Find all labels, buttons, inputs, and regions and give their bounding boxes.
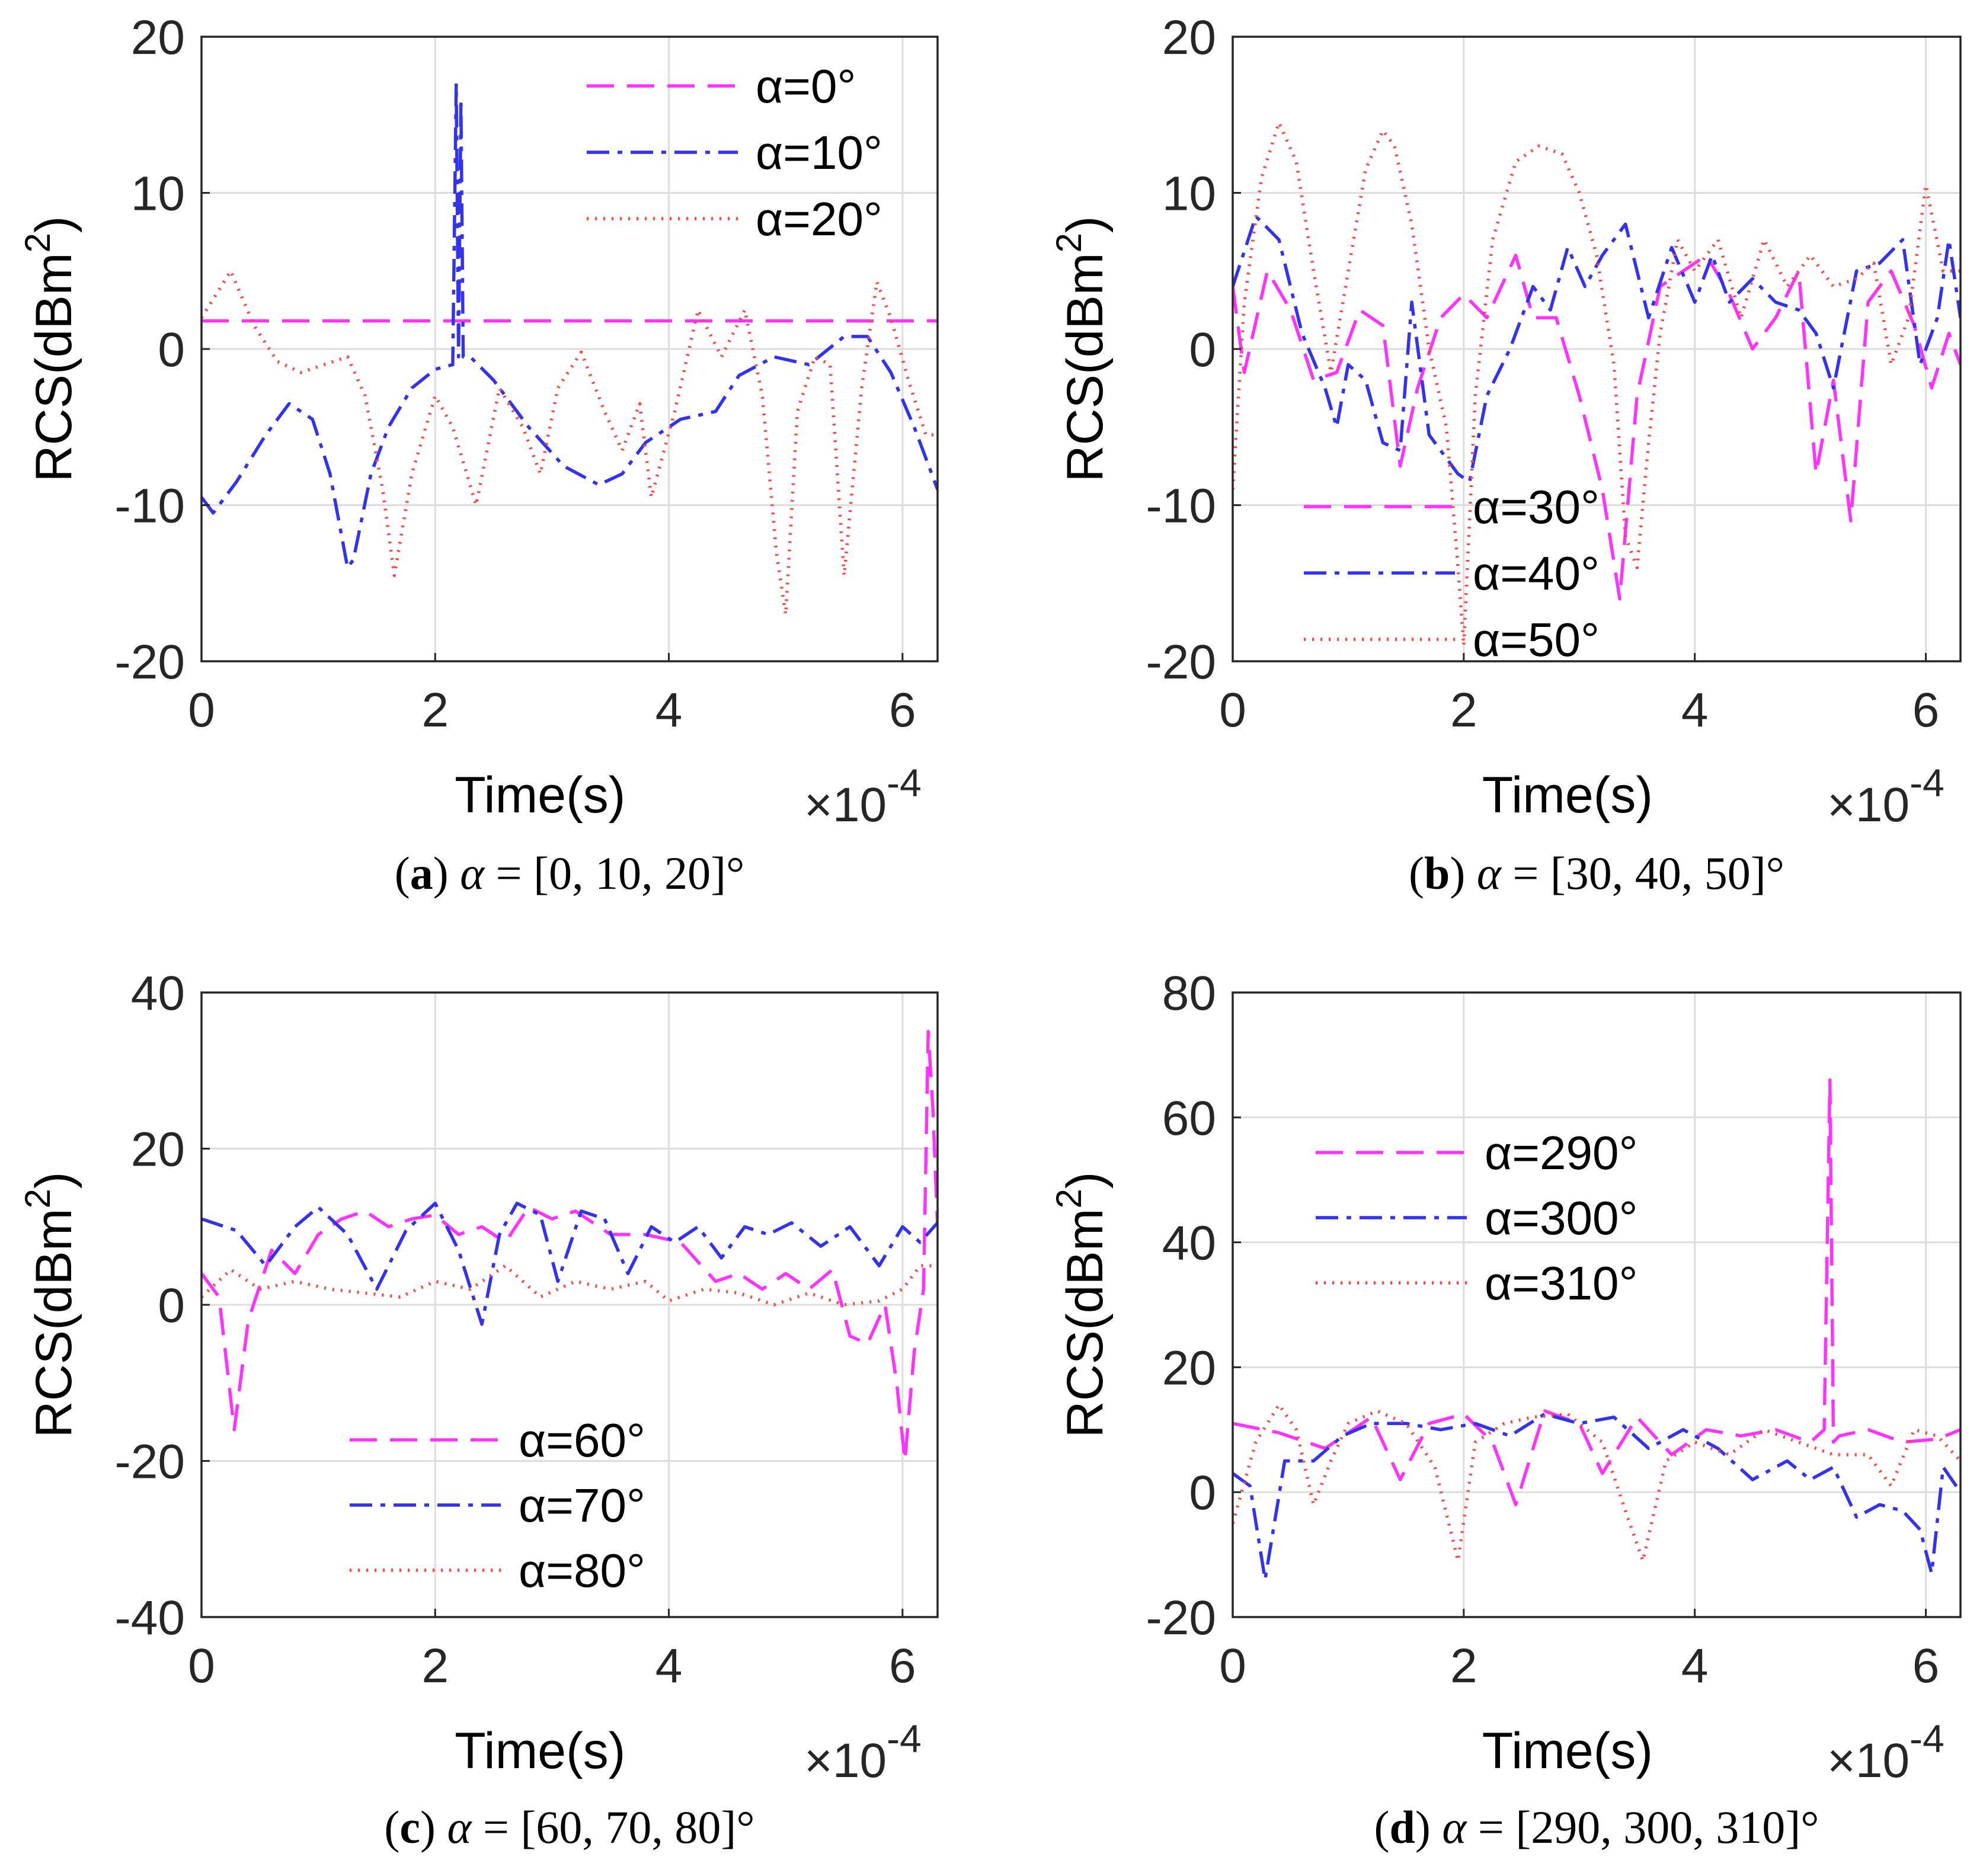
y-tick-label: 0 xyxy=(158,323,185,377)
y-tick-label: 40 xyxy=(131,966,185,1020)
legend-label-2: α=40° xyxy=(1473,547,1600,600)
x-axis-label: Time(s) xyxy=(455,767,625,824)
y-tick-label: 10 xyxy=(131,167,185,221)
series-line-2 xyxy=(1233,1412,1960,1582)
legend: α=0° α=10° α=20° xyxy=(587,60,882,245)
plot-area xyxy=(1233,993,1960,1617)
y-axis-label: RCS(dBm2) xyxy=(1049,216,1114,482)
x-tick-label: 4 xyxy=(655,1639,683,1693)
x-tick-label: 6 xyxy=(1912,1639,1940,1693)
legend-label-1: α=290° xyxy=(1485,1126,1637,1179)
chart-panel-a: 0 2 4 6 -20 -10 0 10 20 Time(s) ×10-4 RCS(dBm2) α=0°… xyxy=(18,11,939,899)
panel-caption: (a) α = [0, 10, 20]° xyxy=(395,847,745,899)
series-line-2 xyxy=(1233,215,1960,484)
legend-label-3: α=310° xyxy=(1485,1257,1637,1310)
y-tick-label: 0 xyxy=(1189,1466,1216,1520)
x-tick-label: 2 xyxy=(421,683,449,737)
y-tick-label: -10 xyxy=(114,479,185,533)
legend-label-2: α=70° xyxy=(519,1479,645,1532)
y-tick-label: -20 xyxy=(114,635,185,689)
y-axis-label: RCS(dBm2) xyxy=(1049,1171,1114,1438)
series-line-1 xyxy=(1233,254,1960,601)
series-group xyxy=(202,1030,938,1463)
series-group xyxy=(1233,121,1960,648)
y-tick-label: -20 xyxy=(114,1435,185,1489)
x-tick-label: 0 xyxy=(188,683,215,737)
panel-caption: (c) α = [60, 70, 80]° xyxy=(384,1801,754,1853)
panel-caption: (b) α = [30, 40, 50]° xyxy=(1409,847,1784,899)
x-tick-label: 4 xyxy=(1681,683,1709,737)
y-tick-label: 40 xyxy=(1162,1216,1216,1270)
x-tick-label: 0 xyxy=(1219,1639,1246,1693)
x-axis-label: Time(s) xyxy=(1482,1723,1653,1779)
chart-panel-b: 0 2 4 6 -20 -10 0 10 20 Time(s) ×10-4 RCS(dBm2) α=30… xyxy=(1049,11,1962,899)
y-tick-label: -40 xyxy=(114,1591,185,1645)
x-scale-exponent-label: ×10-4 xyxy=(804,761,922,832)
legend-label-3: α=20° xyxy=(756,193,882,245)
series-line-2 xyxy=(202,1201,938,1326)
y-tick-label: -10 xyxy=(1146,479,1216,533)
legend: α=290° α=300° α=310° xyxy=(1316,1126,1637,1310)
x-tick-label: 0 xyxy=(1219,683,1246,737)
y-tick-label: 0 xyxy=(1189,323,1216,377)
series-line-1 xyxy=(1233,1078,1960,1507)
x-tick-label: 4 xyxy=(1681,1639,1709,1693)
series-group xyxy=(202,82,938,616)
y-tick-label: 20 xyxy=(1162,1341,1216,1395)
x-tick-label: 6 xyxy=(1912,683,1940,737)
series-line-3 xyxy=(1233,1403,1960,1563)
legend-label-1: α=60° xyxy=(519,1414,645,1467)
y-tick-label: 80 xyxy=(1162,966,1216,1020)
y-tick-label: 10 xyxy=(1162,167,1216,221)
series-line-3 xyxy=(1233,121,1960,648)
x-tick-label: 4 xyxy=(655,683,683,737)
x-tick-label: 2 xyxy=(1450,683,1477,737)
series-group xyxy=(1233,1078,1960,1582)
legend-label-3: α=80° xyxy=(519,1544,645,1597)
x-scale-exponent-label: ×10-4 xyxy=(1827,1717,1944,1788)
legend-label-2: α=300° xyxy=(1485,1192,1637,1244)
x-tick-label: 2 xyxy=(421,1639,449,1693)
y-axis-label: RCS(dBm2) xyxy=(18,216,82,482)
y-tick-label: 0 xyxy=(158,1279,185,1333)
y-tick-label: 60 xyxy=(1162,1091,1216,1145)
axes-frame xyxy=(1232,991,1962,1618)
x-tick-label: 6 xyxy=(889,683,916,737)
y-tick-label: 20 xyxy=(1162,11,1216,65)
y-axis-label: RCS(dBm2) xyxy=(18,1171,82,1438)
y-tick-label: 20 xyxy=(131,1123,185,1177)
legend: α=60° α=70° α=80° xyxy=(350,1414,645,1597)
x-axis-label: Time(s) xyxy=(455,1723,625,1779)
y-tick-label: 20 xyxy=(131,11,185,65)
x-axis-label: Time(s) xyxy=(1482,767,1653,824)
x-scale-exponent-label: ×10-4 xyxy=(804,1717,922,1788)
y-tick-label: -20 xyxy=(1146,635,1216,689)
x-tick-label: 6 xyxy=(889,1639,916,1693)
legend-label-1: α=0° xyxy=(756,60,856,113)
legend-label-1: α=30° xyxy=(1473,481,1600,533)
y-tick-label: -20 xyxy=(1146,1591,1216,1645)
chart-panel-c: 0 2 4 6 -40 -20 0 20 40 Time(s) ×10-4 RCS(dBm2) α=60… xyxy=(18,966,939,1853)
legend-label-2: α=10° xyxy=(756,126,882,179)
legend: α=30° α=40° α=50° xyxy=(1304,481,1600,666)
series-line-2 xyxy=(202,82,938,569)
x-scale-exponent-label: ×10-4 xyxy=(1827,761,1944,832)
panel-caption: (d) α = [290, 300, 310]° xyxy=(1374,1801,1819,1853)
x-tick-label: 0 xyxy=(188,1639,215,1693)
legend-label-3: α=50° xyxy=(1473,613,1600,666)
x-tick-label: 2 xyxy=(1450,1639,1477,1693)
